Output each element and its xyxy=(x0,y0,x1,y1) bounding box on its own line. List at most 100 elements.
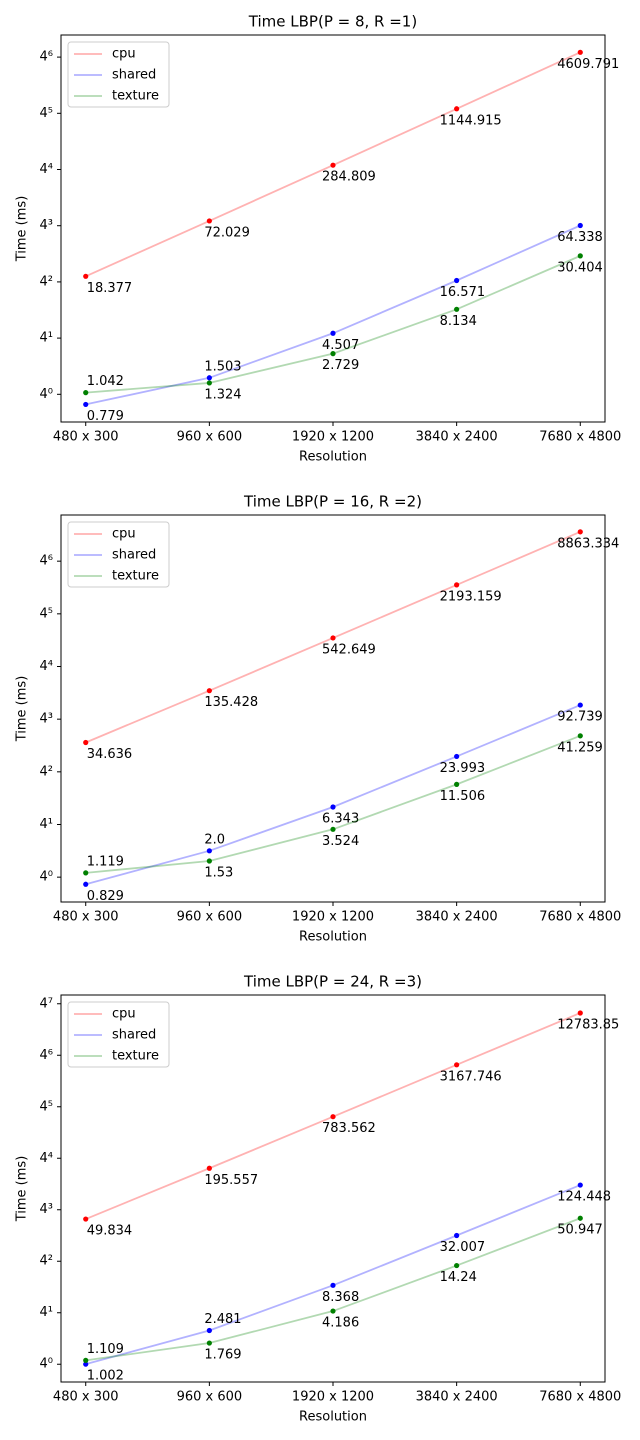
plot-frame xyxy=(60,994,606,1383)
data-point xyxy=(577,702,583,708)
y-tick-label: 4³ xyxy=(40,218,53,233)
x-tick-label: 1920 x 1200 xyxy=(292,1390,374,1405)
y-tick-label: 4⁰ xyxy=(40,870,53,885)
data-point xyxy=(577,1010,583,1016)
series-line xyxy=(85,1184,581,1366)
x-tick-label: 960 x 600 xyxy=(177,1390,243,1405)
legend-box xyxy=(67,41,170,108)
x-tick-label: 1920 x 1200 xyxy=(292,430,374,445)
y-tick-label: 4¹ xyxy=(40,817,53,832)
data-label: 34.636 xyxy=(87,747,132,762)
data-label: 4609.791 xyxy=(557,57,619,72)
data-point xyxy=(330,1282,336,1288)
y-tick-label: 4⁷ xyxy=(40,996,53,1011)
data-point xyxy=(454,781,460,787)
data-label: 6.343 xyxy=(322,811,359,826)
data-label: 23.993 xyxy=(440,761,486,776)
y-tick-label: 4³ xyxy=(40,712,53,727)
data-point xyxy=(83,390,89,396)
x-tick-label: 7680 x 4800 xyxy=(539,1390,621,1405)
data-point xyxy=(206,380,212,386)
data-label: 92.739 xyxy=(557,710,603,725)
data-label: 1.53 xyxy=(204,866,233,881)
y-tick-label: 4⁰ xyxy=(40,1357,53,1372)
y-tick-label: 4⁶ xyxy=(40,1048,53,1063)
x-tick-label: 480 x 300 xyxy=(53,430,119,445)
data-point xyxy=(454,277,460,284)
chart-title: Time LBP(P = 16, R =2) xyxy=(243,493,422,511)
data-label: 64.338 xyxy=(557,230,603,245)
data-point xyxy=(206,1165,212,1171)
legend-label: texture xyxy=(112,1049,159,1064)
data-point xyxy=(330,162,336,168)
data-point xyxy=(83,881,89,887)
data-point xyxy=(577,222,583,229)
data-point xyxy=(83,1357,89,1363)
plot-frame xyxy=(60,34,606,423)
data-label: 11.506 xyxy=(440,789,486,804)
data-point xyxy=(454,306,460,312)
legend-label: cpu xyxy=(112,47,136,62)
data-point xyxy=(206,848,212,854)
legend-label: shared xyxy=(112,548,156,563)
data-label: 135.428 xyxy=(204,695,258,710)
data-label: 124.448 xyxy=(557,1190,611,1205)
y-axis-label: Time (ms) xyxy=(15,196,30,263)
y-tick-label: 4⁴ xyxy=(40,1151,53,1166)
data-point xyxy=(330,635,336,641)
data-point xyxy=(206,1327,212,1334)
y-tick-label: 4¹ xyxy=(40,331,53,346)
y-tick-label: 4³ xyxy=(40,1202,53,1217)
data-label: 284.809 xyxy=(322,170,376,185)
data-point xyxy=(454,1062,460,1068)
data-point xyxy=(454,753,460,760)
data-point xyxy=(330,804,336,810)
data-label: 8863.334 xyxy=(557,536,619,551)
y-tick-label: 4⁶ xyxy=(40,50,53,65)
x-tick-label: 960 x 600 xyxy=(177,910,243,925)
y-axis-label: Time (ms) xyxy=(15,1156,30,1223)
data-point xyxy=(454,1262,460,1269)
data-point xyxy=(577,253,583,259)
data-point xyxy=(206,858,212,864)
data-label: 18.377 xyxy=(87,281,132,296)
chart-title: Time LBP(P = 8, R =1) xyxy=(248,13,417,31)
data-label: 2193.159 xyxy=(440,589,502,604)
x-tick-label: 960 x 600 xyxy=(177,430,243,445)
y-tick-label: 4¹ xyxy=(40,1305,53,1320)
data-label: 8.134 xyxy=(440,314,477,329)
legend-label: texture xyxy=(112,89,159,104)
data-label: 3.524 xyxy=(322,834,359,849)
x-tick-label: 480 x 300 xyxy=(53,1390,119,1405)
data-point xyxy=(330,1308,336,1314)
data-point xyxy=(206,688,212,694)
data-point xyxy=(330,330,336,336)
data-point xyxy=(454,106,460,112)
data-label: 0.779 xyxy=(87,409,124,424)
data-point xyxy=(330,1114,336,1120)
legend-label: shared xyxy=(112,1028,156,1043)
x-tick-label: 7680 x 4800 xyxy=(539,910,621,925)
x-axis-label: Resolution xyxy=(299,930,367,945)
plot-frame xyxy=(60,514,606,903)
data-label: 72.029 xyxy=(204,225,250,240)
data-point xyxy=(83,1216,89,1222)
y-tick-label: 4⁴ xyxy=(40,162,53,177)
y-tick-label: 4² xyxy=(40,1254,53,1269)
data-label: 1.324 xyxy=(204,387,241,402)
data-point xyxy=(206,1340,212,1346)
x-tick-label: 3840 x 2400 xyxy=(416,1390,498,1405)
data-label: 16.571 xyxy=(440,285,486,300)
data-point xyxy=(454,1232,460,1239)
data-label: 50.947 xyxy=(557,1223,603,1238)
data-point xyxy=(83,1361,89,1367)
data-point xyxy=(577,529,583,535)
data-label: 8.368 xyxy=(322,1290,359,1305)
data-label: 4.507 xyxy=(322,338,359,353)
data-label: 1.002 xyxy=(87,1369,124,1384)
x-tick-label: 480 x 300 xyxy=(53,910,119,925)
data-point xyxy=(206,375,212,381)
y-axis-label: Time (ms) xyxy=(15,676,30,743)
data-label: 1.503 xyxy=(204,359,241,374)
